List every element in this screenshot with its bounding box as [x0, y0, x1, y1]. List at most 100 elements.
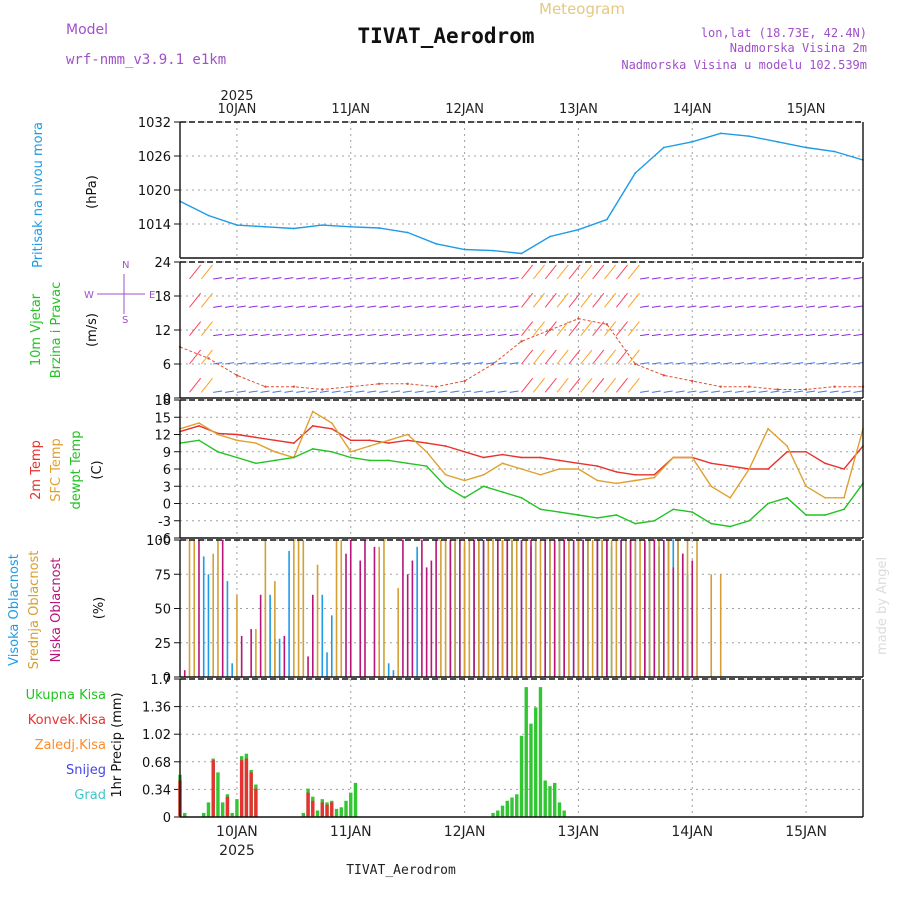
- bar-srednja-oblacnost: [601, 540, 603, 677]
- wind-barb: [355, 390, 365, 393]
- wind-barb: [806, 390, 816, 393]
- data-point: [710, 485, 713, 488]
- wind-barb: [711, 305, 721, 308]
- wind-speed-point: [747, 385, 751, 388]
- bar-srednja-oblacnost: [615, 540, 618, 677]
- wind-barb: [556, 321, 569, 336]
- wind-barb: [663, 277, 673, 280]
- compass-north: N: [122, 260, 129, 271]
- data-point: [653, 519, 656, 522]
- wind-barb: [699, 277, 709, 280]
- bar-srednja-oblacnost: [634, 540, 637, 677]
- wind-barb: [640, 277, 650, 280]
- wind-barb: [307, 305, 318, 308]
- bar-konvek.kisa: [254, 788, 258, 817]
- day-label-bottom: 13JAN: [558, 824, 600, 840]
- data-point: [198, 422, 200, 424]
- bar-srednja-oblacnost: [335, 540, 338, 677]
- cloud-title-low: Niska Oblacnost: [49, 558, 64, 663]
- y-tick-label: 0.34: [142, 783, 171, 798]
- data-point: [691, 140, 694, 143]
- wind-barb: [319, 305, 329, 308]
- compass-south: S: [122, 315, 128, 326]
- bar-niska-oblacnost: [582, 540, 584, 677]
- bar-ukupna-kisa: [235, 799, 239, 817]
- data-point: [217, 433, 219, 436]
- data-point: [805, 514, 807, 516]
- data-point: [482, 473, 485, 476]
- series-line-2m-temp: [179, 425, 864, 476]
- bar-visoka-oblacnost: [387, 663, 390, 677]
- model-label: Model: [66, 22, 108, 38]
- wind-barb: [260, 390, 270, 393]
- y-tick-label: 9: [163, 446, 171, 461]
- station-title: TIVAT_Aerodrom: [357, 24, 534, 48]
- bar-niska-oblacnost: [459, 540, 461, 677]
- data-point: [292, 227, 295, 230]
- wind-barb: [260, 277, 270, 280]
- data-point: [748, 135, 751, 138]
- bar-ukupna-kisa: [349, 792, 353, 817]
- data-point: [330, 450, 333, 453]
- wind-barb: [770, 362, 780, 365]
- wind-barb: [390, 362, 401, 365]
- wind-barb: [651, 333, 661, 337]
- bar-niska-oblacnost: [620, 540, 622, 677]
- wind-barb: [521, 321, 534, 336]
- data-point: [368, 439, 371, 442]
- bar-srednja-oblacnost: [316, 564, 319, 677]
- y-tick-label: 1.7: [150, 673, 171, 688]
- wind-barb: [343, 333, 353, 337]
- wind-barb: [615, 292, 628, 308]
- wind-barb: [711, 277, 721, 280]
- wind-speed-point: [378, 382, 381, 386]
- wind-barb: [497, 333, 507, 337]
- wind-barb: [568, 349, 581, 365]
- day-label-bottom: 10JAN: [216, 824, 258, 840]
- wind-barb: [485, 277, 495, 280]
- bar-srednja-oblacnost: [696, 540, 698, 677]
- wind-barb: [806, 277, 816, 280]
- wind-barb: [200, 349, 213, 365]
- wind-barb: [841, 333, 851, 337]
- data-point: [254, 462, 257, 465]
- wind-barb: [592, 377, 605, 393]
- wind-barb: [426, 390, 436, 393]
- wind-barb: [770, 333, 780, 337]
- wind-barb: [532, 264, 545, 280]
- data-point: [577, 228, 580, 231]
- wind-barb: [734, 390, 744, 393]
- wind-barb: [189, 321, 202, 336]
- wind-barb: [699, 305, 709, 308]
- data-point: [615, 514, 618, 516]
- temp-title-sfc: SFC Temp: [49, 438, 64, 502]
- product-title: Meteogram: [539, 0, 625, 18]
- wind-barb: [604, 377, 617, 393]
- bar-srednja-oblacnost: [625, 540, 627, 677]
- y-tick-label: 12: [154, 429, 171, 444]
- wind-barb: [367, 390, 377, 393]
- bar-niska-oblacnost: [653, 540, 656, 677]
- wind-barb: [580, 292, 593, 308]
- data-point: [198, 439, 200, 442]
- data-point: [349, 225, 352, 228]
- wind-barb: [675, 390, 685, 393]
- model-name: wrf-nmm_v3.9.1 e1km: [66, 52, 226, 68]
- bar-visoka-oblacnost: [321, 594, 324, 677]
- data-point: [767, 427, 770, 430]
- coords: lon,lat (18.73E, 42.4N): [701, 26, 867, 40]
- bar-konvek.kisa: [306, 792, 310, 817]
- wind-barb: [580, 321, 593, 336]
- wind-barb: [438, 362, 448, 365]
- wind-barb: [236, 305, 246, 308]
- wind-barb: [758, 277, 768, 280]
- data-point: [634, 172, 637, 174]
- wind-barb: [224, 305, 235, 308]
- wind-barb: [200, 292, 213, 308]
- data-point: [748, 519, 751, 522]
- wind-barb: [711, 390, 721, 393]
- wind-barb: [532, 377, 545, 393]
- data-point: [292, 442, 295, 445]
- wind-speed-point: [292, 385, 296, 388]
- data-point: [444, 445, 447, 447]
